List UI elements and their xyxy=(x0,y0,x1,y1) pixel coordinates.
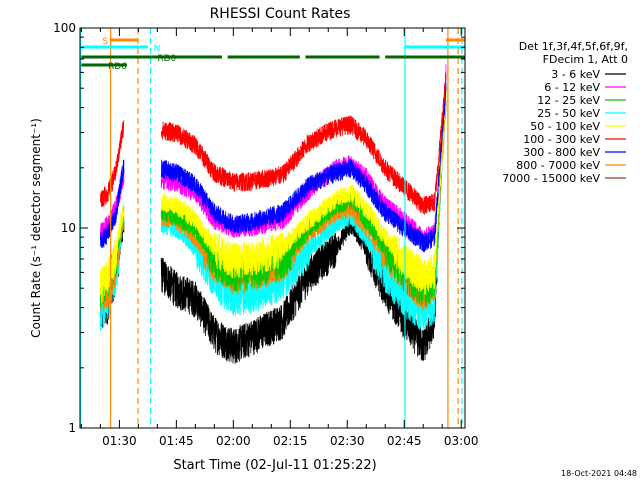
x-tick-label: 02:15 xyxy=(273,434,308,448)
footer-timestamp: 18-Oct-2021 04:48 xyxy=(561,469,637,478)
y-tick-label: 100 xyxy=(53,21,76,35)
legend-header-line: Det 1f,3f,4f,5f,6f,9f, xyxy=(519,40,628,53)
x-tick-label: 01:30 xyxy=(102,434,137,448)
series-3-6-kev xyxy=(100,95,447,364)
x-tick-label: 01:45 xyxy=(159,434,194,448)
y-tick-label: 1 xyxy=(68,421,76,435)
x-tick-label: 02:45 xyxy=(387,434,422,448)
legend-header-line: FDecim 1, Att 0 xyxy=(543,53,628,66)
legend-label: 300 - 800 keV xyxy=(523,146,600,159)
legend: Det 1f,3f,4f,5f,6f,9f,FDecim 1, Att 0 3 -… xyxy=(502,40,628,185)
bar-label-rd6: RD6 xyxy=(108,62,127,72)
bar-label-s: S xyxy=(102,37,108,47)
series-100-300-kev xyxy=(100,71,447,215)
x-tick-label: 02:30 xyxy=(330,434,365,448)
y-tick-label: 10 xyxy=(61,221,76,235)
legend-label: 100 - 300 keV xyxy=(523,133,600,146)
x-tick-label: 03:00 xyxy=(444,434,479,448)
series-50-100-kev xyxy=(100,92,447,304)
legend-label: 25 - 50 keV xyxy=(537,107,600,120)
axes-layer: 1 10 100 01:30 01:45 02:00 02:15 02:30 02:45 03:0… xyxy=(53,21,478,448)
chart-title: RHESSI Count Rates xyxy=(210,6,351,22)
legend-label: 50 - 100 keV xyxy=(530,120,600,133)
legend-label: 3 - 6 keV xyxy=(551,68,600,81)
series-300-800-kev xyxy=(100,82,447,253)
legend-label: 7000 - 15000 keV xyxy=(502,172,600,185)
legend-label: 6 - 12 keV xyxy=(544,81,600,94)
y-axis-label: Count Rate (s⁻¹ detector segment⁻¹) xyxy=(29,118,43,338)
bar-label-n: N xyxy=(154,44,161,54)
legend-label: 800 - 7000 keV xyxy=(516,159,600,172)
bar-label-rd0: RD0 xyxy=(157,54,176,64)
x-tick-label: 02:00 xyxy=(216,434,251,448)
x-axis-label: Start Time (02-Jul-11 01:25:22) xyxy=(173,458,376,473)
legend-label: 12 - 25 keV xyxy=(537,94,600,107)
